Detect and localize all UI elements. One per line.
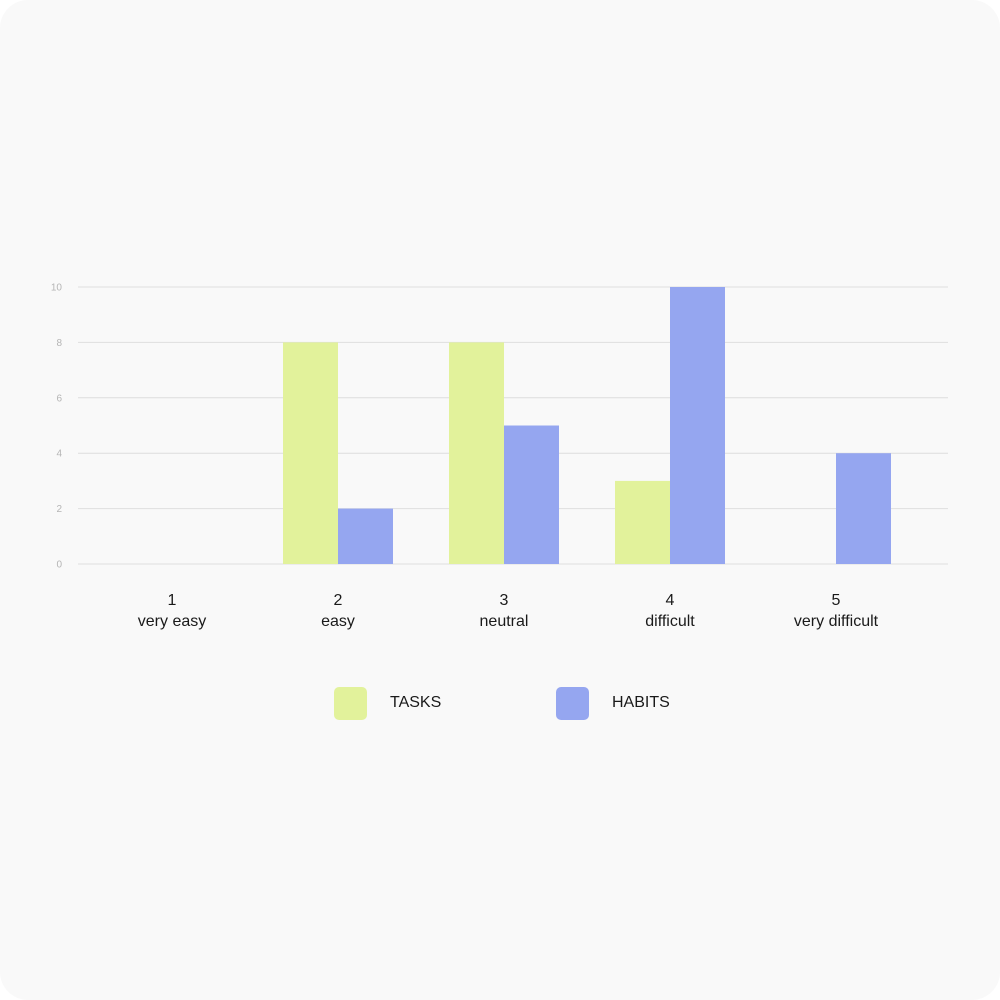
x-axis-ticks: 1 very easy 2 easy 3 neutral 4 difficult 5 very d… bbox=[138, 592, 879, 630]
y-tick-label-8: 8 bbox=[56, 338, 62, 349]
legend-item-habits[interactable]: HABITS bbox=[556, 686, 670, 720]
x-tick-label-1: very easy bbox=[138, 613, 206, 630]
bar-tasks-4[interactable] bbox=[615, 480, 670, 564]
y-tick-label-0: 0 bbox=[56, 560, 62, 571]
bar-tasks-2[interactable] bbox=[283, 342, 338, 564]
legend-swatch-habits bbox=[556, 686, 589, 720]
bar-habits-4[interactable] bbox=[670, 287, 725, 564]
x-tick-number-2: 2 bbox=[334, 592, 343, 609]
y-tick-label-2: 2 bbox=[56, 504, 62, 515]
legend-item-tasks[interactable]: TASKS bbox=[334, 686, 441, 720]
y-tick-label-10: 10 bbox=[51, 283, 63, 294]
x-tick-number-1: 1 bbox=[168, 592, 177, 609]
legend-label-tasks: TASKS bbox=[390, 694, 442, 711]
x-tick-label-2: easy bbox=[321, 613, 355, 630]
x-tick-label-5: very difficult bbox=[794, 613, 879, 630]
x-tick-number-4: 4 bbox=[666, 592, 675, 609]
y-tick-label-4: 4 bbox=[56, 449, 62, 460]
x-tick-label-3: neutral bbox=[480, 613, 529, 630]
y-tick-label-6: 6 bbox=[56, 393, 62, 404]
bar-habits-2[interactable] bbox=[338, 508, 393, 564]
bar-habits-5[interactable] bbox=[836, 453, 891, 564]
legend: TASKS HABITS bbox=[0, 686, 1000, 720]
x-tick-number-3: 3 bbox=[500, 592, 509, 609]
x-tick-number-5: 5 bbox=[832, 592, 841, 609]
bar-tasks-3[interactable] bbox=[449, 342, 504, 564]
legend-swatch-tasks bbox=[334, 686, 367, 720]
x-tick-label-4: difficult bbox=[645, 613, 695, 630]
legend-label-habits: HABITS bbox=[612, 694, 670, 711]
bars bbox=[283, 287, 891, 564]
y-axis-ticks: 0 2 4 6 8 10 bbox=[51, 283, 63, 571]
bar-habits-3[interactable] bbox=[504, 425, 559, 565]
